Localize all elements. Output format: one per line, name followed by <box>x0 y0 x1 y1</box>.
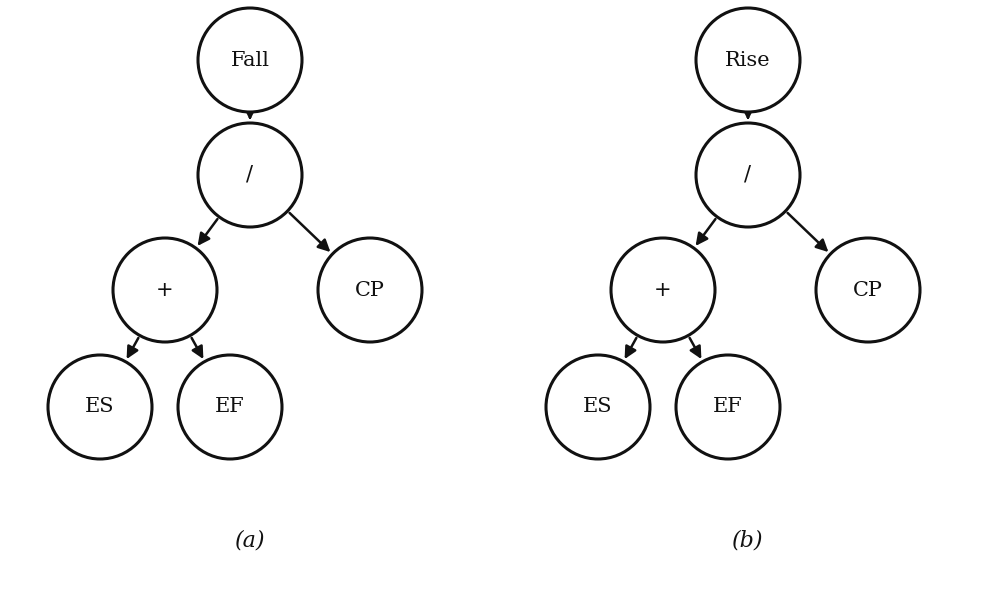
Circle shape <box>178 355 282 459</box>
Text: (a): (a) <box>235 530 265 552</box>
Circle shape <box>696 8 800 112</box>
Circle shape <box>611 238 715 342</box>
Circle shape <box>198 8 302 112</box>
Circle shape <box>48 355 152 459</box>
Text: /: / <box>744 165 752 185</box>
Text: EF: EF <box>215 398 245 417</box>
Text: (b): (b) <box>732 530 764 552</box>
Circle shape <box>816 238 920 342</box>
Circle shape <box>546 355 650 459</box>
Text: +: + <box>156 280 174 300</box>
Text: ES: ES <box>85 398 115 417</box>
Circle shape <box>696 123 800 227</box>
Text: +: + <box>654 280 672 300</box>
Text: EF: EF <box>713 398 743 417</box>
Text: CP: CP <box>853 280 883 300</box>
Circle shape <box>676 355 780 459</box>
Circle shape <box>318 238 422 342</box>
Circle shape <box>198 123 302 227</box>
Circle shape <box>113 238 217 342</box>
Text: ES: ES <box>583 398 613 417</box>
Text: Rise: Rise <box>725 51 771 70</box>
Text: /: / <box>246 165 254 185</box>
Text: CP: CP <box>355 280 385 300</box>
Text: Fall: Fall <box>230 51 270 70</box>
